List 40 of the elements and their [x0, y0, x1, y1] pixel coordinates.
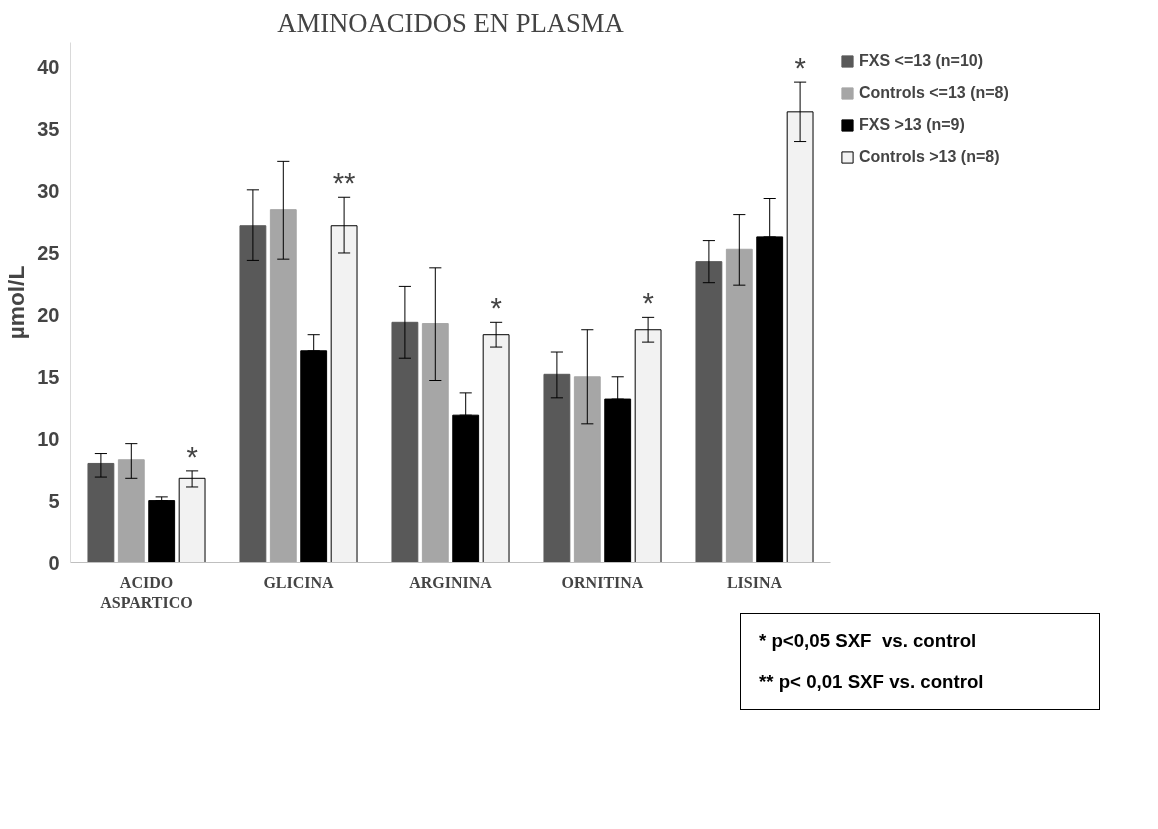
bar — [756, 236, 784, 563]
y-tick-label: 15 — [37, 365, 60, 388]
bar — [543, 373, 571, 563]
y-tick-label: 10 — [37, 427, 60, 450]
bar — [148, 500, 176, 563]
bar — [117, 459, 145, 563]
x-tick-label: ORNITINA — [561, 573, 644, 591]
bar — [573, 376, 601, 563]
x-tick-label: ACIDO ASPARTICO — [100, 573, 193, 611]
y-tick-label: 35 — [37, 118, 60, 141]
annotation: * — [186, 439, 198, 473]
annotation: * — [794, 51, 806, 85]
bar — [87, 462, 115, 563]
y-tick-label: 20 — [37, 303, 60, 326]
text: * p<0,05 SXF vs. control — [759, 629, 978, 653]
x-tick-label: LISINA — [726, 573, 783, 591]
bar — [269, 209, 297, 563]
y-tick-label: 40 — [37, 56, 60, 79]
bar — [421, 323, 449, 563]
chart-title: AMINOACIDOS EN PLASMA — [277, 7, 625, 38]
legend-label: FXS >13 (n=9) — [859, 116, 965, 134]
y-tick-label: 25 — [37, 241, 60, 264]
bar — [391, 321, 419, 563]
annotation: * — [642, 286, 654, 320]
annotation: ** — [332, 166, 356, 200]
bar — [239, 225, 267, 563]
y-tick-label: 30 — [37, 180, 60, 203]
annotation: * — [490, 291, 502, 325]
x-tick-label: ARGININA — [409, 573, 493, 591]
bar — [695, 261, 723, 563]
legend-label: Controls <=13 (n=8) — [859, 84, 1009, 102]
y-tick-label: 0 — [48, 551, 60, 574]
legend-label: FXS <=13 (n=10) — [859, 52, 984, 70]
y-axis-title: µmol/L — [3, 265, 30, 340]
bar — [725, 248, 753, 563]
legend-label: Controls >13 (n=8) — [859, 148, 1000, 166]
x-tick-label: GLICINA — [263, 573, 335, 591]
bar — [604, 398, 632, 563]
text: ** p< 0,01 SXF vs. control — [759, 669, 984, 694]
y-tick-label: 5 — [48, 489, 60, 512]
